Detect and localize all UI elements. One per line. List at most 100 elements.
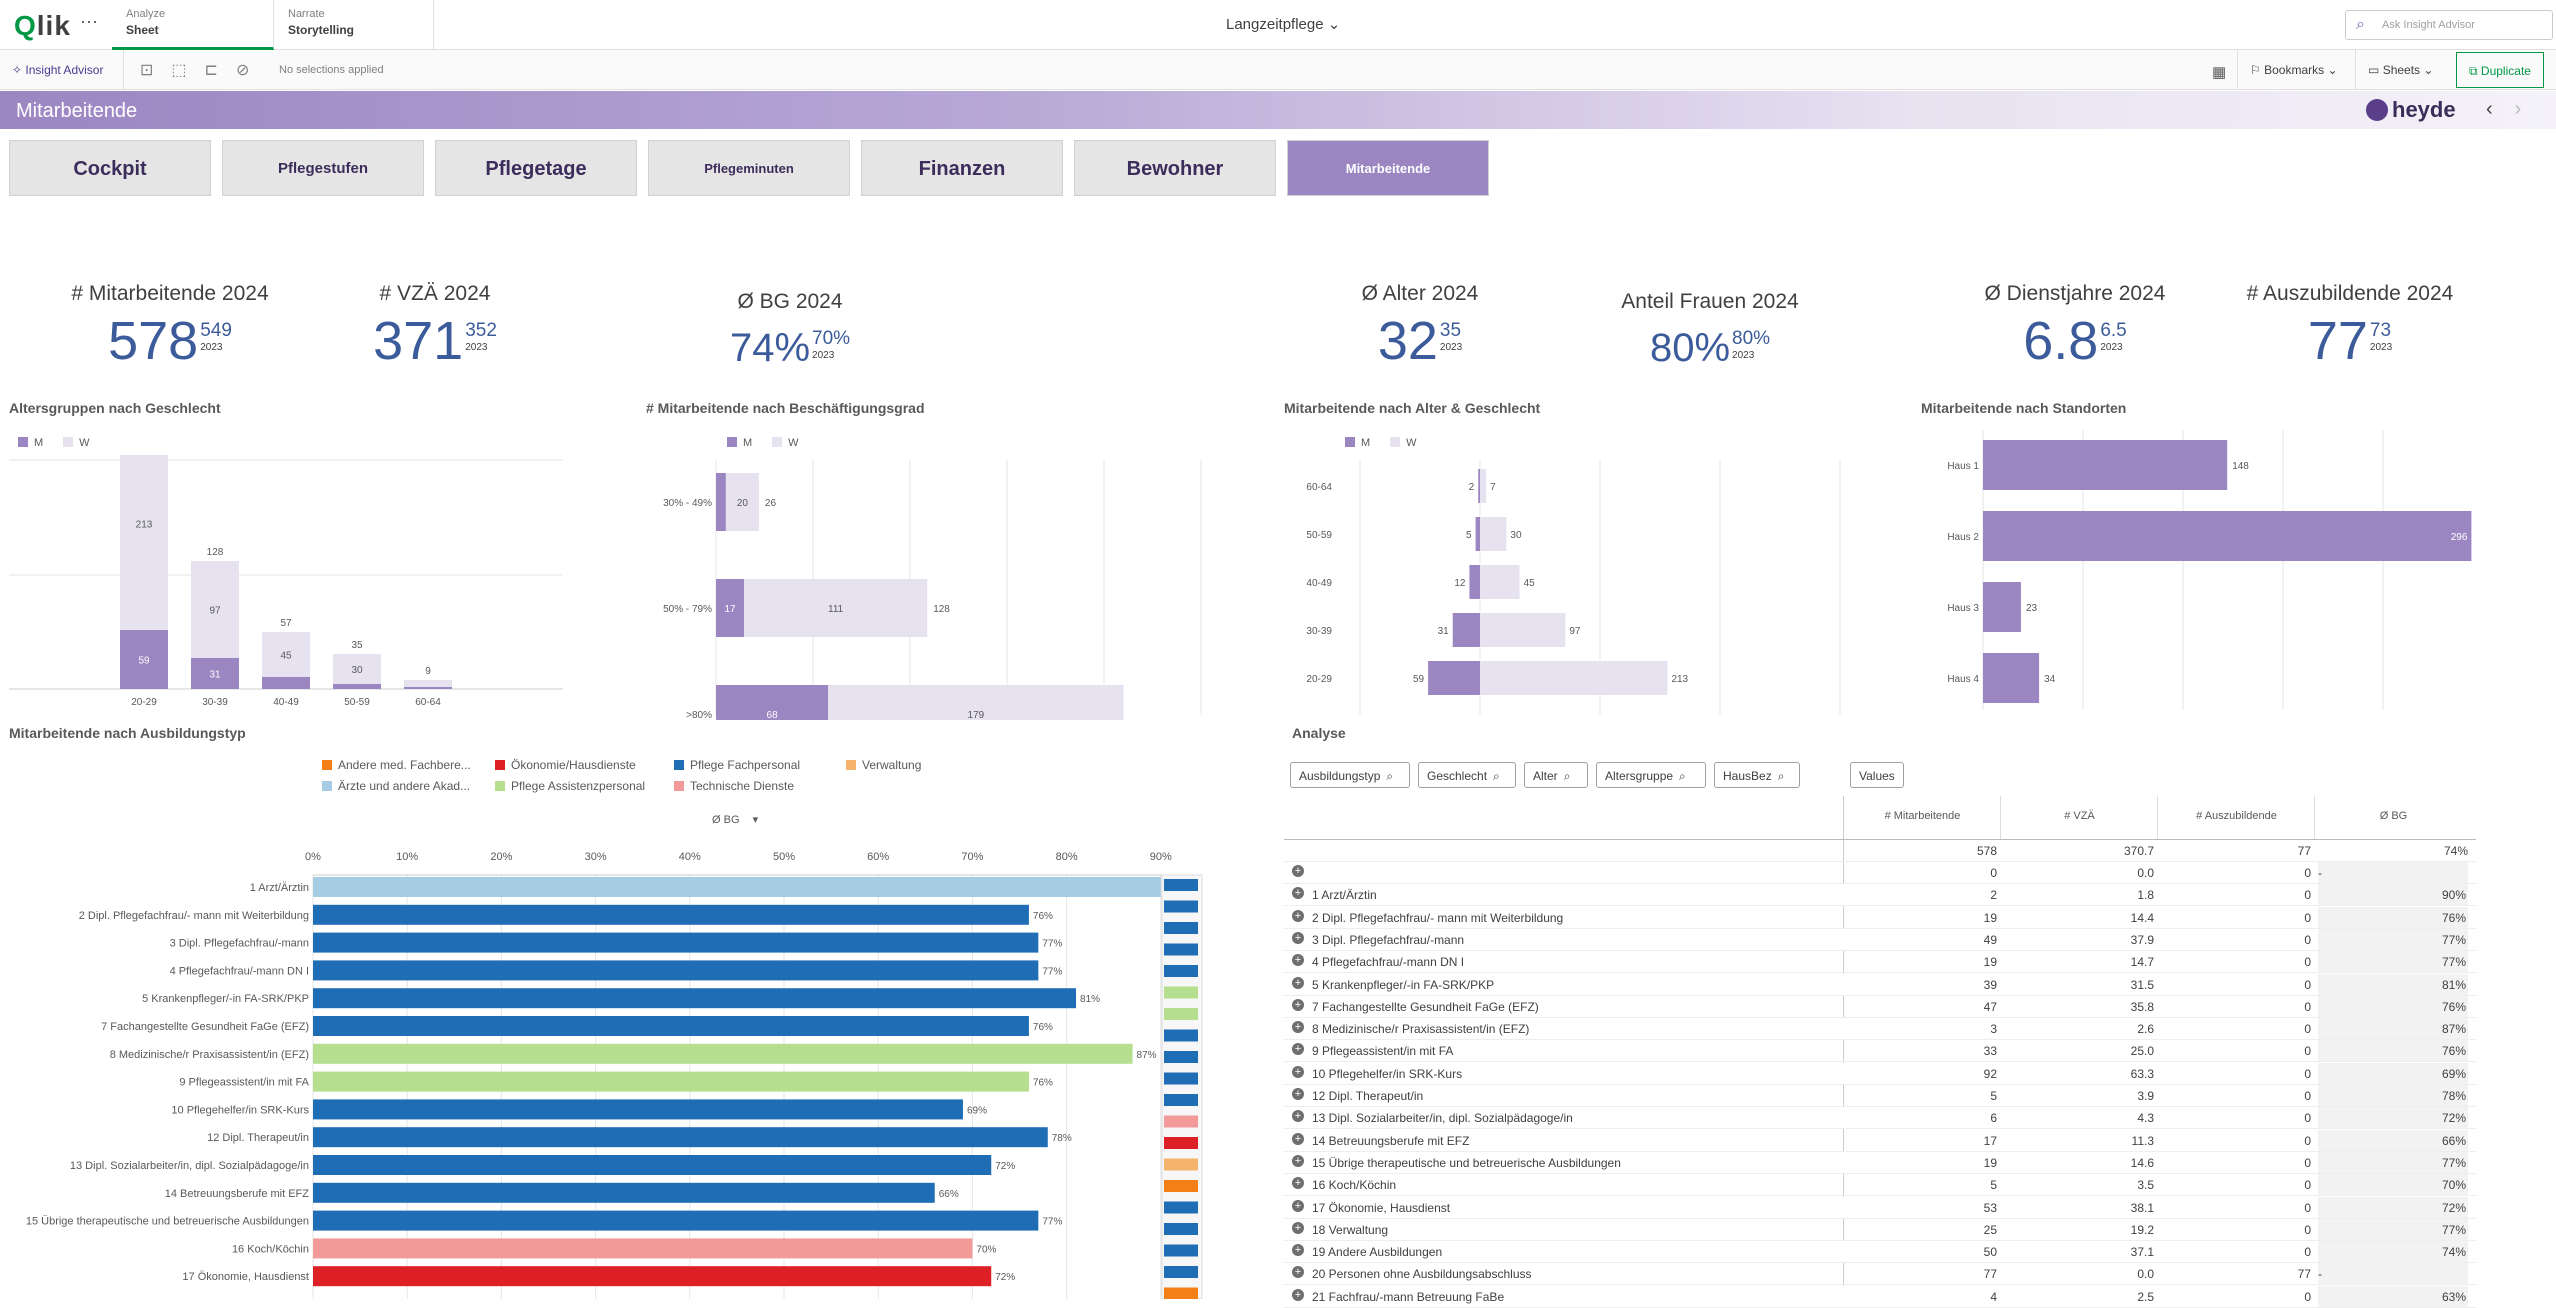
table-row[interactable]: +16 Koch/Köchin 5 3.5 0 70% — [1284, 1174, 2476, 1197]
tab-narrate-storytelling[interactable]: Narrate Storytelling — [274, 0, 434, 50]
bar-Haus 3[interactable] — [1983, 582, 2021, 632]
bar-12[interactable] — [313, 1210, 1039, 1231]
column-header[interactable]: Ø BG — [2314, 796, 2472, 840]
bar-w-50% - 79%[interactable] — [744, 579, 928, 637]
bar-Haus 4[interactable] — [1983, 653, 2040, 703]
bar-w-50-59[interactable] — [1480, 517, 1507, 551]
bar-m-50-59[interactable] — [1475, 517, 1480, 551]
table-row[interactable]: +17 Ökonomie, Hausdienst 53 38.1 0 72% — [1284, 1196, 2476, 1219]
filter-altersgruppe[interactable]: Altersgruppe ⌕ — [1596, 762, 1706, 788]
bar-4[interactable] — [313, 988, 1077, 1009]
bar-m-20-29[interactable] — [120, 630, 168, 689]
app-title-dropdown[interactable]: Langzeitpflege ⌄ — [1226, 15, 1340, 33]
next-sheet-icon[interactable]: › — [2514, 98, 2544, 120]
legend-item-6[interactable]: Technische Dienste — [674, 779, 794, 793]
measure-selector[interactable]: Ø BG ▾ — [712, 813, 758, 826]
bar-m-20-29[interactable] — [1428, 661, 1480, 695]
filter-geschlecht[interactable]: Geschlecht ⌕ — [1418, 762, 1516, 788]
table-row[interactable]: +20 Personen ohne Ausbildungsabschluss 77… — [1284, 1263, 2476, 1286]
expand-icon[interactable]: + — [1292, 1132, 1304, 1145]
bar-m-30-39[interactable] — [191, 658, 239, 689]
table-row[interactable]: +0 0.0 0- — [1284, 862, 2476, 884]
bar-w->80%[interactable] — [828, 685, 1124, 720]
clear-icon[interactable]: ⊘ — [235, 62, 268, 79]
bar-1[interactable] — [313, 904, 1029, 925]
bar-Haus 2[interactable] — [1983, 511, 2472, 561]
chart-locations[interactable]: 148 Haus 1 296 Haus 2 23 Haus 3 34 Haus 4 — [1920, 425, 2480, 715]
nav-button-finanzen[interactable]: Finanzen — [861, 140, 1063, 196]
expand-icon[interactable]: + — [1292, 1043, 1304, 1056]
bar-m-30-39[interactable] — [1452, 613, 1480, 647]
nav-button-mitarbeitende[interactable]: Mitarbeitende — [1287, 140, 1489, 196]
bar-10[interactable] — [313, 1155, 992, 1175]
table-row[interactable]: +19 Andere Ausbildungen 50 37.1 0 74% — [1284, 1241, 2476, 1264]
bar-w-30-39[interactable] — [1480, 613, 1566, 647]
step-back-icon[interactable]: ⊏ — [204, 62, 236, 79]
bar-7[interactable] — [313, 1071, 1029, 1092]
bar-w-20-29[interactable] — [120, 455, 168, 630]
bar-m->80%[interactable] — [716, 685, 829, 720]
bar-13[interactable] — [313, 1238, 973, 1259]
table-row[interactable]: +8 Medizinische/r Praxisassistent/in (EF… — [1284, 1018, 2476, 1041]
expand-icon[interactable]: + — [1292, 931, 1304, 944]
expand-icon[interactable]: + — [1292, 1288, 1304, 1301]
legend-item-3[interactable]: Verwaltung — [846, 758, 921, 772]
bar-w-50-59[interactable] — [333, 654, 381, 684]
table-row[interactable]: +15 Übrige therapeutische und betreueris… — [1284, 1151, 2476, 1174]
smart-search-icon[interactable]: ⊡ — [140, 62, 172, 79]
previous-sheet-icon[interactable]: ‹ — [2486, 98, 2515, 120]
sheets-button[interactable]: ▭ Sheets ⌄ — [2355, 50, 2445, 90]
bar-w-60-64[interactable] — [404, 680, 452, 687]
bar-w-20-29[interactable] — [1480, 661, 1668, 695]
bar-m-60-64[interactable] — [1478, 469, 1480, 503]
bar-m-50% - 79%[interactable] — [716, 579, 745, 637]
bar-Haus 1[interactable] — [1983, 440, 2228, 490]
tab-analyze-sheet[interactable]: Analyze Sheet — [112, 0, 274, 50]
bar-w-40-49[interactable] — [1480, 565, 1520, 599]
nav-button-bewohner[interactable]: Bewohner — [1074, 140, 1276, 196]
column-header[interactable]: # Auszubildende — [2157, 796, 2315, 840]
nav-button-pflegestufen[interactable]: Pflegestufen — [222, 140, 424, 196]
bar-m-60-64[interactable] — [404, 687, 452, 689]
scroll-minimap[interactable] — [1161, 874, 1203, 1299]
table-row[interactable]: +9 Pflegeassistent/in mit FA 33 25.0 0 76% — [1284, 1040, 2476, 1063]
bar-5[interactable] — [313, 1016, 1029, 1036]
expand-icon[interactable]: + — [1292, 954, 1304, 967]
expand-icon[interactable]: + — [1292, 909, 1304, 922]
table-row[interactable]: +14 Betreuungsberufe mit EFZ 17 11.3 0 66% — [1284, 1129, 2476, 1152]
expand-icon[interactable]: + — [1292, 1065, 1304, 1078]
chart-age-pyramid[interactable]: 2 7 60-64 5 30 50-59 12 45 40-49 31 97 30-39 59 213 20… — [1280, 455, 1880, 720]
filter-alter[interactable]: Alter ⌕ — [1524, 762, 1588, 788]
bar-3[interactable] — [313, 960, 1039, 981]
bar-0[interactable] — [313, 877, 1161, 897]
bar-6[interactable] — [313, 1043, 1133, 1064]
qlik-logo[interactable]: Qlik — [14, 10, 71, 41]
legend-item-1[interactable]: Ökonomie/Hausdienste — [495, 758, 636, 772]
expand-icon[interactable]: + — [1292, 1088, 1304, 1100]
lasso-icon[interactable]: ⬚ — [171, 62, 205, 79]
bar-m-40-49[interactable] — [262, 677, 310, 689]
legend-item-4[interactable]: Ärzte und andere Akad... — [322, 779, 470, 793]
chart-age-gender[interactable]: 59 213 20-29 31 97 128 30-39 45 57 40-49 30 35 50-59… — [0, 455, 600, 720]
table-row[interactable]: +13 Dipl. Sozialarbeiter/in, dipl. Sozia… — [1284, 1107, 2476, 1130]
more-icon[interactable]: ⋯ — [80, 12, 98, 32]
bar-w-30-39[interactable] — [191, 561, 239, 658]
values-button[interactable]: Values — [1850, 762, 1904, 788]
expand-icon[interactable]: + — [1292, 865, 1304, 877]
table-row[interactable]: +18 Verwaltung 25 19.2 0 77% — [1284, 1218, 2476, 1241]
table-row[interactable]: +4 Pflegefachfrau/-mann DN I 19 14.7 0 77% — [1284, 951, 2476, 974]
table-row[interactable]: +7 Fachangestellte Gesundheit FaGe (EFZ)… — [1284, 995, 2476, 1018]
expand-icon[interactable]: + — [1292, 1154, 1304, 1167]
expand-icon[interactable]: + — [1292, 976, 1304, 989]
bar-14[interactable] — [313, 1266, 992, 1287]
insight-advisor-button[interactable]: ✧ Insight Advisor — [0, 50, 124, 90]
legend-item-0[interactable]: Andere med. Fachbere... — [322, 758, 471, 772]
expand-icon[interactable]: + — [1292, 1221, 1304, 1234]
expand-icon[interactable]: + — [1292, 1266, 1304, 1279]
bar-m-50-59[interactable] — [333, 684, 381, 689]
table-row[interactable]: +12 Dipl. Therapeut/in 5 3.9 0 78% — [1284, 1085, 2476, 1107]
table-row[interactable]: +2 Dipl. Pflegefachfrau/- mann mit Weite… — [1284, 906, 2476, 929]
expand-icon[interactable]: + — [1292, 998, 1304, 1011]
duplicate-button[interactable]: ⧉ Duplicate — [2456, 52, 2544, 88]
grid-icon[interactable]: ▦ — [2212, 64, 2227, 81]
